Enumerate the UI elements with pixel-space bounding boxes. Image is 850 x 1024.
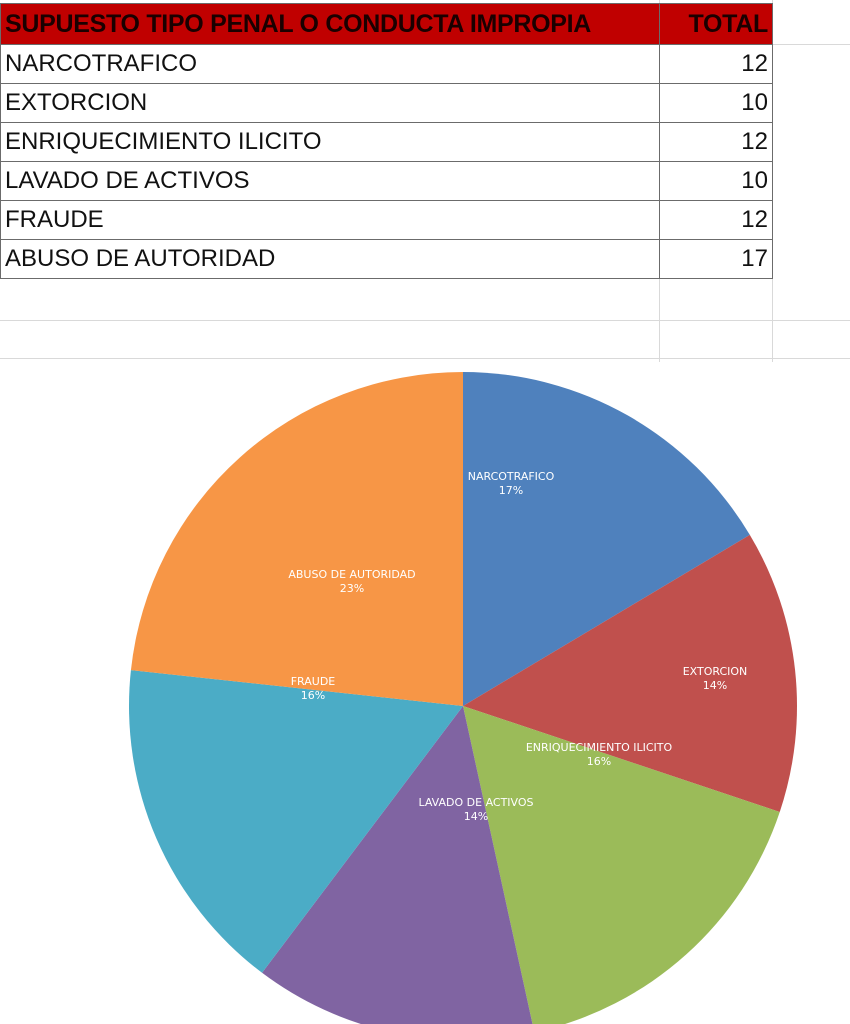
pie-slice-enriquecimiento-ilicito[interactable] [463, 706, 780, 1024]
pie-slice-extorcion[interactable] [463, 534, 797, 812]
pie-slice-fraude[interactable] [128, 670, 463, 973]
header-total[interactable]: TOTAL [659, 3, 773, 45]
slice-label-enriquecimiento: ENRIQUECIMIENTO ILICITO 16% [526, 741, 672, 769]
pie-slice-narcotrafico[interactable] [463, 372, 750, 706]
cell-label[interactable]: LAVADO DE ACTIVOS [0, 161, 660, 201]
slice-label-lavado: LAVADO DE ACTIVOS 14% [418, 796, 533, 824]
cell-label[interactable]: EXTORCION [0, 83, 660, 123]
slice-label-narcotrafico: NARCOTRAFICO 17% [468, 470, 555, 498]
cell-label[interactable]: FRAUDE [0, 200, 660, 240]
cell-value[interactable]: 10 [659, 161, 773, 201]
cell-label[interactable]: ENRIQUECIMIENTO ILICITO [0, 122, 660, 162]
pie-slice-lavado-de-activos[interactable] [262, 706, 534, 1024]
cell-value[interactable]: 17 [659, 239, 773, 279]
cell-value[interactable]: 12 [659, 122, 773, 162]
slice-label-name: LAVADO DE ACTIVOS [418, 796, 534, 809]
table-row: ABUSO DE AUTORIDAD 17 [0, 239, 773, 279]
table-row: LAVADO DE ACTIVOS 10 [0, 161, 773, 201]
pie-slice-abuso-de-autoridad[interactable] [130, 372, 463, 706]
slice-label-extorcion: EXTORCION 14% [683, 665, 748, 693]
slice-label-name: ENRIQUECIMIENTO ILICITO [525, 741, 673, 754]
pie-chart[interactable]: NARCOTRAFICO 17% EXTORCION 14% ENRIQUECI… [0, 362, 850, 1024]
slice-label-name: ABUSO DE AUTORIDAD [288, 568, 416, 581]
header-category[interactable]: SUPUESTO TIPO PENAL O CONDUCTA IMPROPIA [0, 3, 660, 45]
slice-label-percent: 16% [586, 755, 612, 768]
cell-value[interactable]: 10 [659, 83, 773, 123]
header-row: SUPUESTO TIPO PENAL O CONDUCTA IMPROPIA … [0, 3, 773, 45]
slice-label-name: EXTORCION [682, 665, 748, 678]
slice-label-name: FRAUDE [290, 675, 336, 688]
cell-label[interactable]: ABUSO DE AUTORIDAD [0, 239, 660, 279]
gridline [0, 320, 850, 321]
data-table: SUPUESTO TIPO PENAL O CONDUCTA IMPROPIA … [0, 3, 773, 279]
gridline [772, 0, 773, 362]
gridline [0, 358, 850, 359]
slice-label-percent: 14% [463, 810, 489, 823]
table-row: NARCOTRAFICO 12 [0, 44, 773, 84]
slice-label-percent: 16% [300, 689, 326, 702]
slice-label-percent: 17% [498, 484, 524, 497]
slice-label-fraude: FRAUDE 16% [291, 675, 336, 703]
slice-label-name: NARCOTRAFICO [467, 470, 555, 483]
table-row: FRAUDE 12 [0, 200, 773, 240]
table-row: EXTORCION 10 [0, 83, 773, 123]
slice-label-percent: 14% [702, 679, 728, 692]
pie-chart-svg [128, 372, 797, 1024]
slice-label-abuso: ABUSO DE AUTORIDAD 23% [288, 568, 415, 596]
spreadsheet-area: SUPUESTO TIPO PENAL O CONDUCTA IMPROPIA … [0, 0, 850, 362]
slice-label-percent: 23% [339, 582, 365, 595]
cell-value[interactable]: 12 [659, 200, 773, 240]
cell-value[interactable]: 12 [659, 44, 773, 84]
cell-label[interactable]: NARCOTRAFICO [0, 44, 660, 84]
table-row: ENRIQUECIMIENTO ILICITO 12 [0, 122, 773, 162]
